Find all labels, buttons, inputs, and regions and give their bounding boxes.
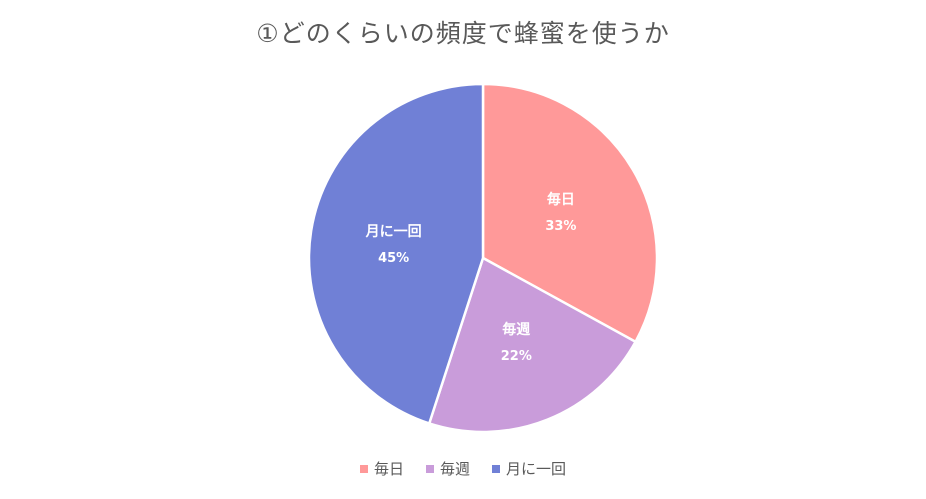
legend-item-monthly: 月に一回: [492, 458, 566, 479]
slice-percent-weekly: 22%: [501, 349, 532, 364]
legend-label-weekly: 毎週: [439, 460, 470, 478]
legend-label-monthly: 月に一回: [506, 460, 567, 478]
legend: 毎日 毎週 月に一回: [0, 458, 926, 479]
legend-swatch-daily: [359, 464, 368, 473]
legend-swatch-monthly: [492, 464, 500, 473]
pie-slice-weekly: [427, 256, 638, 434]
legend-label-daily: 毎日: [373, 460, 404, 478]
slice-label-monthly: 月に一回: [365, 224, 422, 240]
legend-item-daily: 毎日: [359, 458, 404, 479]
legend-swatch-weekly: [425, 464, 434, 473]
slice-percent-daily: 33%: [545, 219, 576, 234]
slice-label-weekly: 毎週: [502, 321, 530, 338]
pie-slice-daily: [481, 82, 659, 344]
chart-title: ①どのくらいの頻度で蜂蜜を使うか: [256, 19, 670, 48]
legend-item-weekly: 毎週: [425, 458, 470, 479]
pie-slice-monthly: [307, 82, 485, 426]
slice-label-daily: 毎日: [547, 191, 575, 208]
slice-percent-monthly: 45%: [378, 251, 409, 266]
